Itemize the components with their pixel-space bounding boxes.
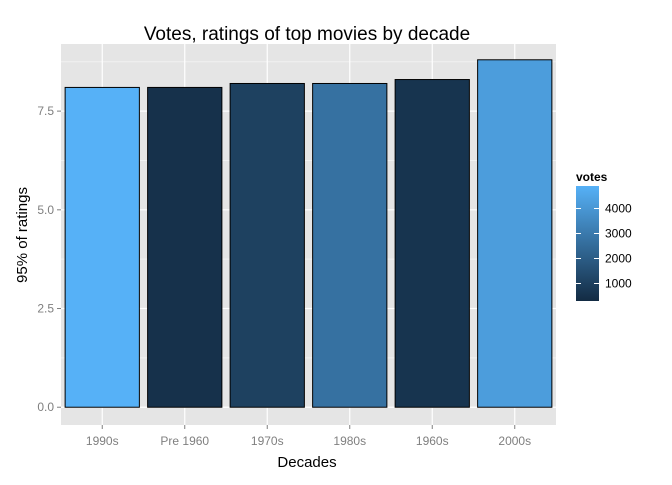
bar-1990s	[64, 86, 140, 408]
x-axis: 1990s Pre 1960 1970s 1980s 1960s 2000s	[86, 425, 531, 448]
bars	[64, 59, 553, 408]
chart-title: Votes, ratings of top movies by decade	[144, 24, 470, 45]
y-axis-title: 95% of ratings	[14, 187, 31, 283]
x-tick-label: 2000s	[498, 434, 531, 448]
y-tick-label: 0.0	[37, 400, 54, 414]
x-tick-label: Pre 1960	[160, 434, 209, 448]
legend: votes 1000 2000 3000 4000	[576, 170, 632, 301]
x-axis-title: Decades	[277, 454, 336, 471]
y-tick-label: 2.5	[37, 302, 54, 316]
y-axis: 0.0 2.5 5.0 7.5	[37, 104, 61, 414]
bar-pre-1960	[147, 86, 223, 408]
y-tick-label: 7.5	[37, 104, 54, 118]
legend-tick-label: 3000	[605, 227, 632, 241]
y-tick-label: 5.0	[37, 203, 54, 217]
bar-1980s	[312, 82, 388, 408]
legend-colorbar	[576, 186, 599, 301]
legend-tick-label: 2000	[605, 252, 632, 266]
bar-1960s	[394, 79, 470, 408]
legend-ticks: 1000 2000 3000 4000	[576, 202, 632, 291]
x-tick-label: 1960s	[416, 434, 449, 448]
bar-1970s	[229, 82, 305, 408]
legend-tick-label: 1000	[605, 277, 632, 291]
bar-2000s	[477, 59, 553, 408]
plot-panel	[61, 44, 556, 425]
legend-title: votes	[576, 170, 608, 184]
x-tick-label: 1990s	[86, 434, 119, 448]
x-tick-label: 1970s	[251, 434, 284, 448]
legend-tick-label: 4000	[605, 202, 632, 216]
x-tick-label: 1980s	[333, 434, 366, 448]
